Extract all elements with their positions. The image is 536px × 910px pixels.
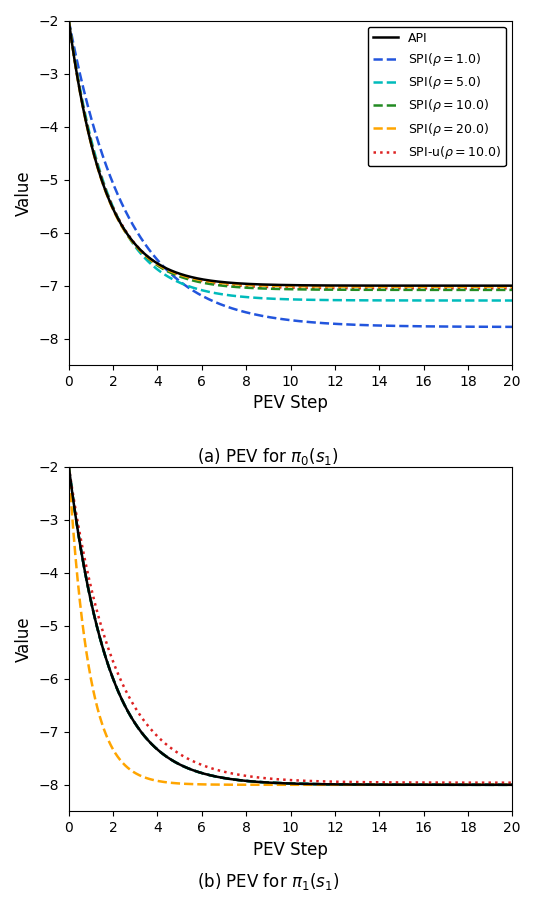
- API: [496, 280, 502, 291]
- SPI($\rho = 1.0$): [281, 314, 288, 325]
- SPI($\rho = 20.0$): [496, 281, 502, 292]
- SPI-u($\rho = 10.0$): [270, 282, 276, 293]
- Line: SPI($\rho = 1.0$): SPI($\rho = 1.0$): [69, 21, 512, 327]
- SPI-u($\rho = 10.0$): [496, 283, 502, 294]
- SPI($\rho = 10.0$): [496, 285, 502, 296]
- SPI($\rho = 10.0$): [496, 285, 503, 296]
- SPI($\rho = 20.0$): [509, 281, 516, 292]
- SPI($\rho = 20.0$): [270, 280, 276, 291]
- SPI($\rho = 5.0$): [281, 294, 288, 305]
- SPI($\rho = 10.0$): [509, 285, 516, 296]
- SPI($\rho = 5.0$): [65, 15, 72, 26]
- SPI($\rho = 20.0$): [496, 281, 503, 292]
- SPI($\rho = 1.0$): [65, 15, 72, 26]
- SPI-u($\rho = 10.0$): [281, 282, 288, 293]
- SPI($\rho = 1.0$): [496, 321, 503, 332]
- SPI($\rho = 10.0$): [281, 284, 288, 295]
- Text: (a) PEV for $\pi_0(s_1)$: (a) PEV for $\pi_0(s_1)$: [197, 446, 339, 467]
- SPI($\rho = 1.0$): [270, 312, 276, 323]
- SPI($\rho = 1.0$): [496, 321, 502, 332]
- Text: (b) PEV for $\pi_1(s_1)$: (b) PEV for $\pi_1(s_1)$: [197, 871, 339, 892]
- SPI-u($\rho = 10.0$): [88, 137, 95, 148]
- SPI($\rho = 1.0$): [509, 321, 516, 332]
- Y-axis label: Value: Value: [15, 170, 33, 216]
- SPI($\rho = 5.0$): [496, 295, 502, 306]
- X-axis label: PEV Step: PEV Step: [253, 395, 328, 412]
- API: [415, 280, 421, 291]
- SPI($\rho = 5.0$): [509, 295, 516, 306]
- SPI-u($\rho = 10.0$): [496, 283, 503, 294]
- SPI($\rho = 5.0$): [88, 136, 95, 147]
- SPI-u($\rho = 10.0$): [509, 283, 516, 294]
- SPI($\rho = 10.0$): [270, 283, 276, 294]
- Line: API: API: [69, 21, 512, 286]
- SPI($\rho = 5.0$): [270, 293, 276, 304]
- SPI($\rho = 1.0$): [88, 114, 95, 125]
- API: [496, 280, 503, 291]
- SPI($\rho = 1.0$): [415, 321, 421, 332]
- Line: SPI($\rho = 10.0$): SPI($\rho = 10.0$): [69, 21, 512, 290]
- SPI($\rho = 20.0$): [281, 280, 288, 291]
- SPI-u($\rho = 10.0$): [65, 15, 72, 26]
- SPI($\rho = 20.0$): [65, 15, 72, 26]
- SPI($\rho = 10.0$): [88, 138, 95, 149]
- Line: SPI($\rho = 20.0$): SPI($\rho = 20.0$): [69, 21, 512, 287]
- SPI($\rho = 20.0$): [415, 281, 421, 292]
- SPI($\rho = 10.0$): [65, 15, 72, 26]
- SPI-u($\rho = 10.0$): [415, 283, 421, 294]
- Line: SPI($\rho = 5.0$): SPI($\rho = 5.0$): [69, 21, 512, 300]
- API: [281, 279, 288, 290]
- X-axis label: PEV Step: PEV Step: [253, 841, 328, 859]
- API: [509, 280, 516, 291]
- Y-axis label: Value: Value: [15, 616, 33, 662]
- SPI($\rho = 20.0$): [88, 140, 95, 151]
- API: [88, 139, 95, 150]
- Line: SPI-u($\rho = 10.0$): SPI-u($\rho = 10.0$): [69, 21, 512, 288]
- SPI($\rho = 5.0$): [496, 295, 503, 306]
- API: [270, 279, 276, 290]
- Legend: API, SPI($\rho = 1.0$), SPI($\rho = 5.0$), SPI($\rho = 10.0$), SPI($\rho = 20.0$: API, SPI($\rho = 1.0$), SPI($\rho = 5.0$…: [368, 26, 506, 166]
- API: [65, 15, 72, 26]
- SPI($\rho = 10.0$): [415, 285, 421, 296]
- SPI($\rho = 5.0$): [415, 295, 421, 306]
